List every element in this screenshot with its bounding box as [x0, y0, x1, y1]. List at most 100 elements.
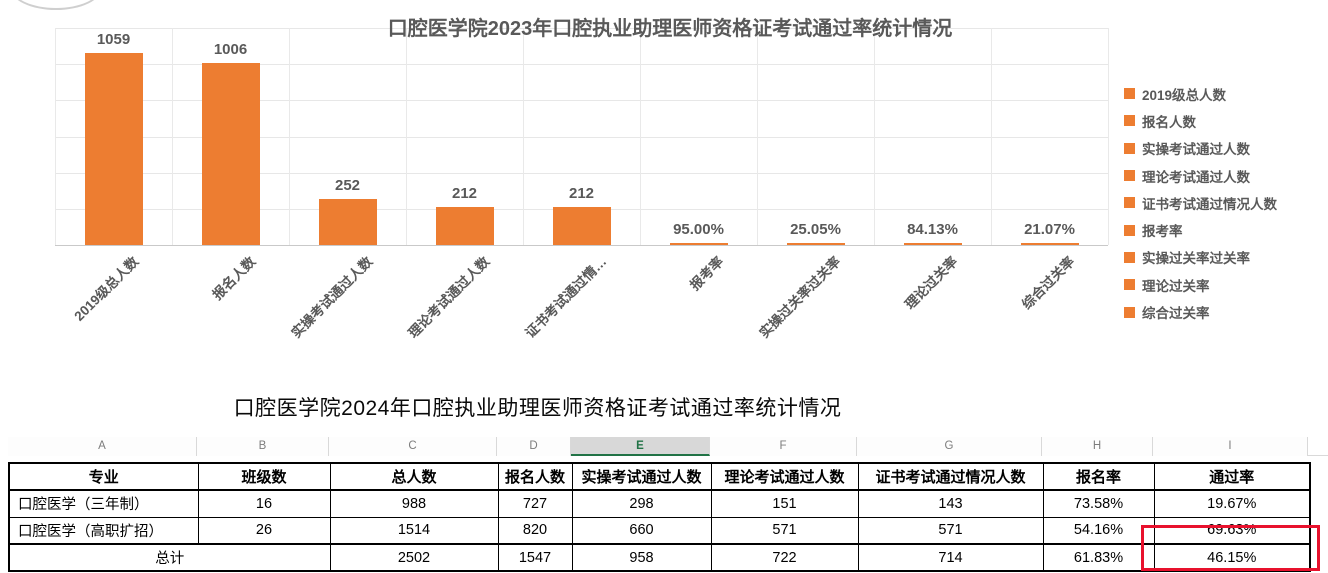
legend-label: 证书考试通过情况人数	[1142, 196, 1277, 212]
bar[interactable]	[903, 242, 962, 245]
legend-item[interactable]: 综合过关率	[1124, 298, 1277, 325]
column-letter-G[interactable]: G	[857, 437, 1042, 456]
column-letter-C[interactable]: C	[329, 437, 497, 456]
bar-value-label: 25.05%	[790, 220, 841, 238]
gridline	[757, 28, 758, 245]
table-cell[interactable]: 571	[710, 516, 859, 545]
category-axis-label[interactable]: 报考率	[686, 253, 726, 294]
table-cell[interactable]: 19.67%	[1153, 489, 1311, 518]
table-header-cell[interactable]: 报名率	[1042, 462, 1155, 491]
chart-title[interactable]: 口腔医学院2023年口腔执业助理医师资格证考试通过率统计情况	[387, 18, 953, 40]
column-letter-F[interactable]: F	[710, 437, 857, 456]
section-title-2024[interactable]: 口腔医学院2024年口腔执业助理医师资格证考试通过率统计情况	[233, 397, 842, 420]
table-cell[interactable]: 2502	[329, 543, 499, 572]
table-cell[interactable]: 660	[571, 516, 712, 545]
legend-item[interactable]: 实操过关率过关率	[1124, 244, 1277, 271]
legend-item[interactable]: 报名人数	[1124, 107, 1277, 134]
table-cell[interactable]: 1547	[497, 543, 573, 572]
gridline	[55, 136, 1108, 138]
gridline	[172, 28, 173, 245]
gridline	[289, 28, 290, 245]
legend-item[interactable]: 理论考试通过人数	[1124, 162, 1277, 189]
table-row: 口腔医学（高职扩招） 26 1514 820 660 571 571 54.16% 69.63%	[8, 516, 1311, 545]
category-axis-label[interactable]: 2019级总人数	[70, 253, 141, 324]
table-cell[interactable]: 26	[197, 516, 331, 545]
table-cell[interactable]: 722	[710, 543, 859, 572]
table-cell[interactable]: 571	[857, 516, 1044, 545]
table-cell[interactable]: 143	[857, 489, 1044, 518]
table-cell[interactable]: 714	[857, 543, 1044, 572]
legend-item[interactable]: 理论过关率	[1124, 271, 1277, 298]
table-cell[interactable]: 151	[710, 489, 859, 518]
table-header-cell[interactable]: 班级数	[197, 462, 331, 491]
category-axis-label[interactable]: 理论过关率	[901, 253, 960, 313]
category-axis-label[interactable]: 综合过关率	[1018, 253, 1077, 313]
pass-rate-bar-chart-2023[interactable]: 1059 1006 252 212 212 95.00% 25.05% 84.13% 21.07…	[0, 0, 1328, 385]
legend-swatch-icon	[1124, 88, 1135, 100]
table-cell[interactable]: 1514	[329, 516, 499, 545]
table-cell[interactable]: 口腔医学（三年制）	[8, 489, 199, 518]
table-cell[interactable]: 820	[497, 516, 573, 545]
table-cell[interactable]: 16	[197, 489, 331, 518]
gridline	[991, 28, 992, 245]
table-cell[interactable]: 958	[571, 543, 712, 572]
legend-item[interactable]: 报考率	[1124, 216, 1277, 243]
chart-legend[interactable]: 2019级总人数 报名人数实操考试通过人数理论考试通过人数证书考试通过情况人数报考…	[1124, 80, 1277, 326]
table-header-cell[interactable]: 证书考试通过情况人数	[857, 462, 1044, 491]
table-cell[interactable]: 口腔医学（高职扩招）	[8, 516, 199, 545]
legend-swatch-icon	[1124, 115, 1135, 127]
legend-label: 实操考试通过人数	[1142, 142, 1250, 158]
category-axis-label[interactable]: 实操考试通过人数	[287, 253, 375, 341]
table-cell[interactable]: 727	[497, 489, 573, 518]
table-header-cell[interactable]: 总人数	[329, 462, 499, 491]
bar-value-label: 21.07%	[1024, 220, 1075, 238]
category-axis-label[interactable]: 实操过关率过关率	[755, 253, 843, 341]
legend-swatch-icon	[1124, 197, 1135, 209]
bar-value-label: 1006	[213, 41, 248, 59]
table-cell[interactable]: 69.63%	[1153, 516, 1311, 545]
bar[interactable]	[786, 242, 845, 245]
pass-rate-table-2024: 专业 班级数 总人数 报名人数 实操考试通过人数 理论考试通过人数 证书考试通过情况人数 报名…	[8, 462, 1311, 572]
legend-item[interactable]: 2019级总人数	[1124, 80, 1277, 107]
legend-item[interactable]: 证书考试通过情况人数	[1124, 189, 1277, 216]
bar[interactable]	[201, 63, 260, 245]
column-letter-E[interactable]: E	[571, 437, 710, 456]
gridline	[55, 64, 1108, 66]
table-header-cell[interactable]: 通过率	[1153, 462, 1311, 491]
bar[interactable]	[435, 206, 494, 245]
category-axis-label[interactable]: 理论考试通过人数	[404, 253, 492, 341]
table-cell[interactable]: 46.15%	[1153, 543, 1311, 572]
column-letter-B[interactable]: B	[197, 437, 329, 456]
table-cell[interactable]: 73.58%	[1042, 489, 1155, 518]
legend-swatch-icon	[1124, 142, 1135, 154]
table-header-cell[interactable]: 理论考试通过人数	[710, 462, 859, 491]
gridline	[406, 28, 407, 245]
legend-swatch-icon	[1124, 279, 1135, 291]
legend-item[interactable]: 实操考试通过人数	[1124, 135, 1277, 162]
bar[interactable]	[552, 206, 611, 245]
table-cell[interactable]: 总计	[8, 543, 331, 572]
legend-swatch-icon	[1124, 170, 1135, 182]
category-axis: 2019级总人数 报名人数 实操考试通过人数 理论考试通过人数 证书考试通过情… 报考率实…	[55, 251, 1108, 381]
bar-value-label: 1059	[96, 31, 131, 49]
column-letter-D[interactable]: D	[497, 437, 571, 456]
table-cell[interactable]: 988	[329, 489, 499, 518]
category-axis-label[interactable]: 报名人数	[209, 253, 258, 303]
table-cell[interactable]: 54.16%	[1042, 516, 1155, 545]
table-cell[interactable]: 298	[571, 489, 712, 518]
column-letter-H[interactable]: H	[1042, 437, 1153, 456]
column-letter-A[interactable]: A	[8, 437, 197, 456]
table-header-cell[interactable]: 实操考试通过人数	[571, 462, 712, 491]
bar[interactable]	[669, 242, 728, 245]
table-header-cell[interactable]: 报名人数	[497, 462, 573, 491]
category-axis-label[interactable]: 证书考试通过情…	[521, 253, 609, 341]
table-cell[interactable]: 61.83%	[1042, 543, 1155, 572]
column-letter-I[interactable]: I	[1153, 437, 1308, 456]
gridline	[55, 245, 1108, 246]
legend-swatch-icon	[1124, 251, 1135, 263]
table-header-cell[interactable]: 专业	[8, 462, 199, 491]
bar[interactable]	[1020, 242, 1079, 245]
bar[interactable]	[318, 199, 377, 245]
bar[interactable]	[84, 53, 143, 245]
